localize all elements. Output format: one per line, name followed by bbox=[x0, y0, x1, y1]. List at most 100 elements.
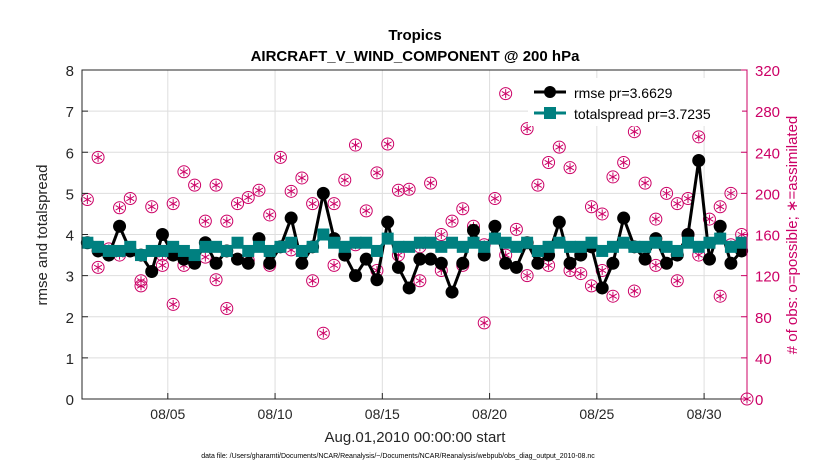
obs-possible-marker bbox=[391, 183, 405, 197]
y-right-tick-label: 80 bbox=[755, 310, 772, 327]
obs-assimilated-marker bbox=[608, 291, 618, 301]
totalspread-point bbox=[606, 240, 619, 253]
totalspread-point bbox=[424, 236, 437, 249]
y-right-tick-label: 0 bbox=[755, 392, 763, 409]
totalspread-point bbox=[467, 236, 480, 249]
obs-assimilated-marker bbox=[115, 203, 124, 213]
obs-possible-marker bbox=[338, 173, 352, 187]
obs-possible-marker bbox=[402, 182, 416, 196]
obs-possible-marker bbox=[209, 273, 223, 287]
rmse-point bbox=[370, 273, 384, 287]
obs-assimilated-marker bbox=[576, 269, 585, 279]
totalspread-point bbox=[703, 236, 716, 249]
obs-possible-marker bbox=[617, 156, 631, 170]
rmse-point bbox=[349, 269, 363, 283]
obs-possible-marker bbox=[649, 212, 663, 226]
obs-possible-marker bbox=[166, 197, 180, 211]
totalspread-point bbox=[724, 240, 737, 253]
totalspread-point bbox=[628, 240, 641, 253]
rmse-point bbox=[499, 256, 513, 270]
obs-assimilated-marker bbox=[716, 202, 725, 212]
totalspread-point bbox=[542, 240, 555, 253]
obs-assimilated-marker bbox=[362, 206, 371, 216]
obs-possible-marker bbox=[595, 207, 609, 221]
obs-assimilated-marker bbox=[372, 168, 382, 178]
obs-possible-marker bbox=[145, 200, 159, 214]
obs-possible-marker bbox=[316, 326, 330, 340]
rmse-point bbox=[402, 281, 416, 295]
y-left-tick-label: 5 bbox=[66, 186, 74, 203]
totalspread-point bbox=[564, 240, 577, 253]
rmse-point bbox=[155, 228, 169, 241]
obs-assimilated-marker bbox=[190, 180, 199, 190]
totalspread-point bbox=[188, 249, 201, 262]
y-left-tick-label: 4 bbox=[66, 228, 74, 245]
obs-assimilated-marker bbox=[533, 180, 542, 190]
rmse-point bbox=[488, 219, 502, 233]
rmse-point bbox=[466, 223, 480, 237]
totalspread-point bbox=[617, 236, 630, 249]
rmse-point bbox=[724, 256, 738, 270]
obs-possible-marker bbox=[155, 258, 169, 272]
x-tick-label: 08/20 bbox=[472, 406, 507, 422]
y-right-tick-label: 120 bbox=[755, 269, 780, 286]
rmse-point bbox=[241, 256, 255, 270]
totalspread-point bbox=[231, 236, 244, 249]
obs-assimilated-marker bbox=[651, 260, 660, 270]
rmse-point bbox=[456, 256, 470, 270]
obs-assimilated-marker bbox=[490, 194, 500, 204]
obs-assimilated-marker bbox=[694, 132, 703, 142]
obs-assimilated-marker bbox=[276, 152, 285, 162]
totalspread-point bbox=[134, 249, 147, 262]
rmse-point bbox=[424, 252, 438, 266]
totalspread-point bbox=[360, 236, 373, 249]
obs-possible-marker bbox=[263, 208, 277, 222]
x-tick-label: 08/25 bbox=[579, 406, 614, 422]
obs-possible-marker bbox=[241, 190, 255, 204]
obs-possible-marker bbox=[552, 140, 566, 154]
totalspread-point bbox=[306, 240, 319, 253]
rmse-point bbox=[531, 256, 545, 270]
obs-assimilated-marker bbox=[522, 271, 532, 281]
obs-assimilated-marker bbox=[254, 185, 264, 195]
totalspread-point bbox=[81, 236, 94, 249]
obs-assimilated-marker bbox=[673, 276, 682, 286]
obs-assimilated-marker bbox=[308, 199, 317, 209]
totalspread-point bbox=[446, 236, 459, 249]
obs-assimilated-marker bbox=[297, 173, 307, 183]
y-right-axis-label: # of obs: o=possible; ∗=assimilated bbox=[784, 116, 801, 355]
obs-assimilated-marker bbox=[93, 262, 103, 272]
obs-assimilated-marker bbox=[244, 192, 253, 202]
obs-possible-marker bbox=[670, 274, 684, 288]
totalspread-point bbox=[510, 240, 523, 253]
obs-possible-marker bbox=[520, 269, 534, 283]
obs-assimilated-marker bbox=[522, 124, 532, 134]
obs-possible-marker bbox=[198, 214, 212, 228]
totalspread-point bbox=[210, 240, 223, 253]
rmse-point bbox=[231, 252, 245, 266]
obs-assimilated-marker bbox=[340, 175, 349, 185]
obs-possible-marker bbox=[123, 192, 137, 206]
totalspread-point bbox=[370, 244, 383, 257]
obs-assimilated-marker bbox=[415, 276, 425, 286]
totalspread-point bbox=[124, 240, 137, 253]
obs-assimilated-marker bbox=[222, 304, 231, 314]
rmse-point bbox=[145, 265, 159, 279]
obs-possible-marker bbox=[627, 284, 641, 298]
totalspread-point bbox=[478, 240, 491, 253]
obs-assimilated-marker bbox=[83, 195, 92, 205]
totalspread-point bbox=[521, 236, 534, 249]
obs-assimilated-marker bbox=[319, 328, 328, 338]
rmse-point bbox=[263, 256, 277, 270]
legend-box bbox=[528, 78, 742, 126]
totalspread-point bbox=[531, 244, 544, 257]
rmse-point bbox=[552, 215, 566, 229]
rmse-point bbox=[638, 252, 652, 266]
totalspread-point bbox=[574, 240, 587, 253]
obs-assimilated-marker bbox=[458, 204, 467, 214]
rmse-point bbox=[563, 256, 577, 270]
rmse-point bbox=[713, 219, 727, 233]
obs-possible-marker bbox=[520, 122, 534, 136]
y-left-tick-label: 8 bbox=[66, 63, 74, 80]
obs-possible-marker bbox=[91, 260, 105, 274]
